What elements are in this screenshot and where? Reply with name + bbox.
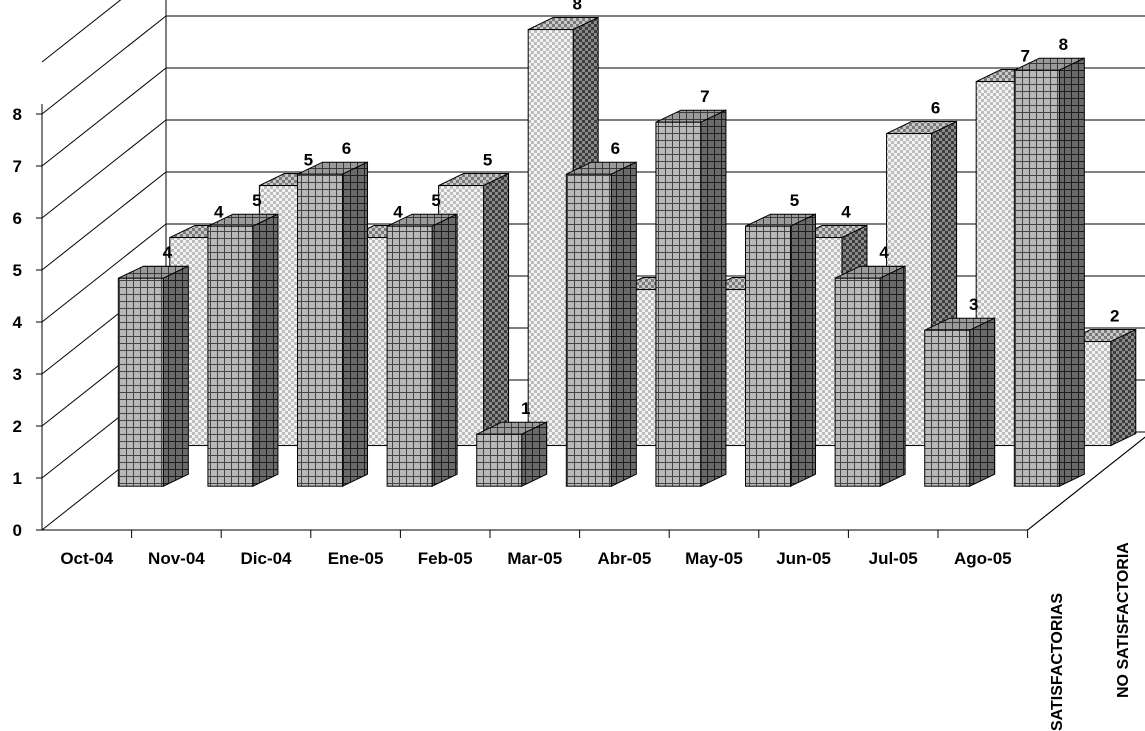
data-label-satisfactorias-abr-05: 7 [700,87,709,106]
x-tick-label-mar-05: Mar-05 [507,549,562,568]
y-tick-label-8: 8 [13,105,22,124]
bar-front [527,29,574,447]
bar-side [969,317,996,488]
bar-side [700,109,727,488]
bar-front [924,329,971,487]
x-tick-label-ene-05: Ene-05 [328,549,384,568]
data-label-satisfactorias-may-05: 5 [790,191,799,210]
data-label-no-satisfactoria-may-05: 4 [841,203,851,222]
bar-side [790,213,817,488]
bar-front [386,225,433,487]
y-tick-label-3: 3 [13,365,22,384]
x-tick-label-feb-05: Feb-05 [418,549,473,568]
y-tick-label-2: 2 [13,417,22,436]
bar-front [476,433,523,487]
bar-satisfactorias-ago-05 [1013,57,1085,488]
data-label-no-satisfactoria-nov-04: 5 [304,151,313,170]
bar-front [565,173,612,487]
bar-side [342,161,369,488]
side-wall-gridline [41,119,167,219]
side-wall-gridline [41,171,167,271]
bar-satisfactorias-abr-05 [655,109,727,488]
bar-front [834,277,881,487]
y-tick-label-1: 1 [13,469,22,488]
bar-satisfactorias-jul-05 [924,317,996,488]
data-label-satisfactorias-ago-05: 8 [1059,35,1068,54]
bar-satisfactorias-jun-05 [834,265,906,488]
bar-satisfactorias-dic-04 [297,161,369,488]
data-label-no-satisfactoria-feb-05: 8 [572,0,581,14]
bar-side [483,172,510,447]
bar-satisfactorias-oct-04 [117,265,189,488]
x-tick-label-abr-05: Abr-05 [597,549,651,568]
bar-front [1013,69,1060,487]
bar-side [162,265,189,488]
x-tick-label-may-05: May-05 [685,549,743,568]
data-label-satisfactorias-oct-04: 4 [163,243,173,262]
bar-side [1110,328,1137,447]
side-wall-gridline [41,223,167,323]
bar-side [1058,57,1085,488]
data-label-satisfactorias-ene-05: 5 [431,191,440,210]
y-tick-label-5: 5 [13,261,22,280]
data-label-satisfactorias-jul-05: 3 [969,295,978,314]
x-tick-label-jun-05: Jun-05 [776,549,831,568]
side-wall-top-edge [41,0,122,63]
bar-front [655,121,702,487]
data-label-no-satisfactoria-oct-04: 4 [214,203,224,222]
x-tick-label-nov-04: Nov-04 [148,549,205,568]
y-tick-label-6: 6 [13,209,22,228]
bar-satisfactorias-nov-04 [207,213,279,488]
bar-side [879,265,906,488]
data-label-satisfactorias-mar-05: 6 [611,139,620,158]
y-tick-label-4: 4 [13,313,23,332]
series-satisfactorias: 4 5 6 5 1 6 7 5 4 3 8 [117,35,1085,488]
y-tick-label-7: 7 [13,157,22,176]
bar-satisfactorias-feb-05 [476,421,548,488]
data-label-no-satisfactoria-ago-05: 2 [1110,307,1119,326]
x-tick-label-dic-04: Dic-04 [240,549,292,568]
bar-satisfactorias-ene-05 [386,213,458,488]
x-tick-label-ago-05: Ago-05 [954,549,1012,568]
side-wall-gridline [41,67,167,167]
bar-satisfactorias-mar-05 [565,161,637,488]
data-label-satisfactorias-jun-05: 4 [879,243,889,262]
bar-side [610,161,637,488]
x-tick-label-jul-05: Jul-05 [869,549,918,568]
series-label-satisfactorias: SATISFACTORIAS [1049,593,1066,731]
y-tick-label-0: 0 [13,521,22,540]
depth-axis [1027,436,1145,531]
bar-front [207,225,254,487]
data-label-no-satisfactoria-jun-05: 6 [931,99,940,118]
data-label-satisfactorias-feb-05: 1 [521,399,530,418]
data-label-satisfactorias-nov-04: 5 [252,191,261,210]
bar-side [431,213,458,488]
chart-axes: 0 1 2 3 4 5 6 7 8 Oct-04 Nov-04 Dic-04 Ene-05 Feb-05 M… [13,104,1145,731]
data-label-no-satisfactoria-ene-05: 5 [483,151,492,170]
x-tick-label-oct-04: Oct-04 [60,549,113,568]
side-wall-gridline [41,15,167,115]
data-label-no-satisfactoria-jul-05: 7 [1020,47,1029,66]
data-label-no-satisfactoria-dic-04: 4 [393,203,403,222]
bar-front [117,277,164,487]
bar-front [297,173,344,487]
series-label-no-satisfactoria: NO SATISFACTORIA [1115,542,1132,698]
bar-front [745,225,792,487]
bar-side [252,213,279,488]
data-label-satisfactorias-dic-04: 6 [342,139,351,158]
bar-satisfactorias-may-05 [745,213,817,488]
